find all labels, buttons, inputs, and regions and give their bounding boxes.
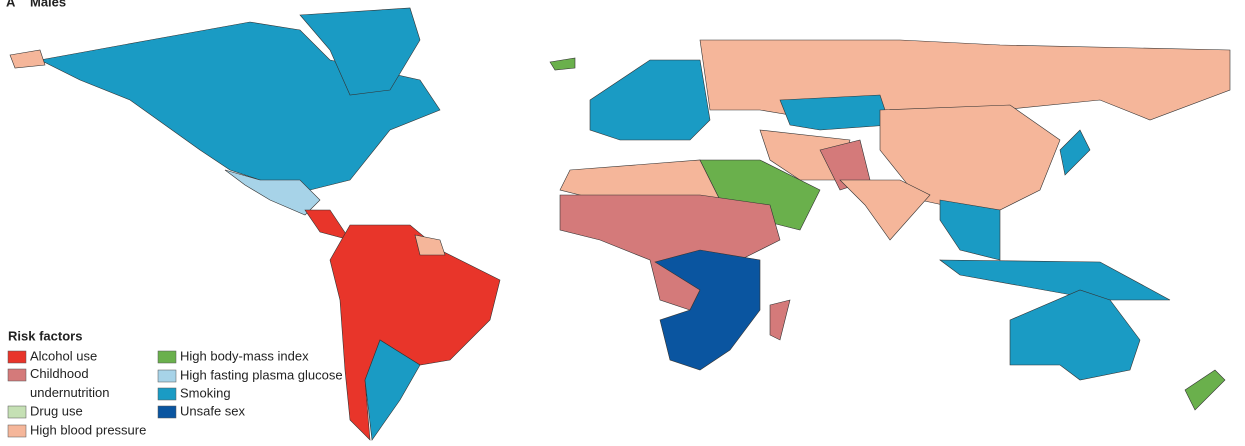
legend-label: Alcohol use — [30, 348, 97, 363]
legend-label: High body-mass index — [180, 348, 309, 363]
china — [879, 104, 1061, 216]
legend-label: High fasting plasma glucose — [180, 367, 343, 382]
regions — [9, 7, 1231, 441]
panel-label: A — [6, 0, 16, 9]
panel-title: Males — [30, 0, 66, 9]
legend-swatch — [7, 350, 27, 364]
legend-swatch — [7, 424, 27, 438]
central-asia — [779, 94, 891, 131]
legend-title: Risk factors — [8, 328, 82, 343]
southern-cone — [364, 339, 421, 441]
legend-swatch — [7, 368, 27, 382]
legend-swatch — [157, 369, 177, 383]
legend-label: Smoking — [180, 385, 231, 400]
middle-east — [759, 129, 851, 181]
central-america — [304, 209, 351, 241]
legend: Alcohol use Childhood undernutrition Drug u… — [7, 348, 343, 438]
legend-label: High blood pressure — [30, 422, 146, 437]
mexico — [224, 169, 321, 216]
japan — [1059, 129, 1091, 176]
legend-label: Unsafe sex — [180, 403, 246, 418]
guianas — [414, 234, 446, 256]
legend-label: Childhood undernutrition — [30, 366, 110, 400]
legend-swatch — [157, 350, 177, 364]
legend-swatch — [157, 405, 177, 419]
alaska-tip — [9, 49, 46, 69]
madagascar — [769, 299, 791, 341]
legend-label: Drug use — [30, 403, 83, 418]
indonesia — [939, 259, 1171, 301]
europe — [589, 59, 711, 141]
australia — [1009, 289, 1141, 381]
southern-africa — [654, 249, 761, 371]
legend-swatch — [7, 405, 27, 419]
legend-swatch — [157, 387, 177, 401]
iceland — [549, 57, 576, 71]
india — [839, 179, 931, 241]
new-zealand — [1184, 369, 1226, 411]
south-america — [329, 224, 501, 441]
southeast-asia — [939, 199, 1001, 261]
greenland — [299, 7, 421, 96]
north-africa — [559, 159, 721, 201]
